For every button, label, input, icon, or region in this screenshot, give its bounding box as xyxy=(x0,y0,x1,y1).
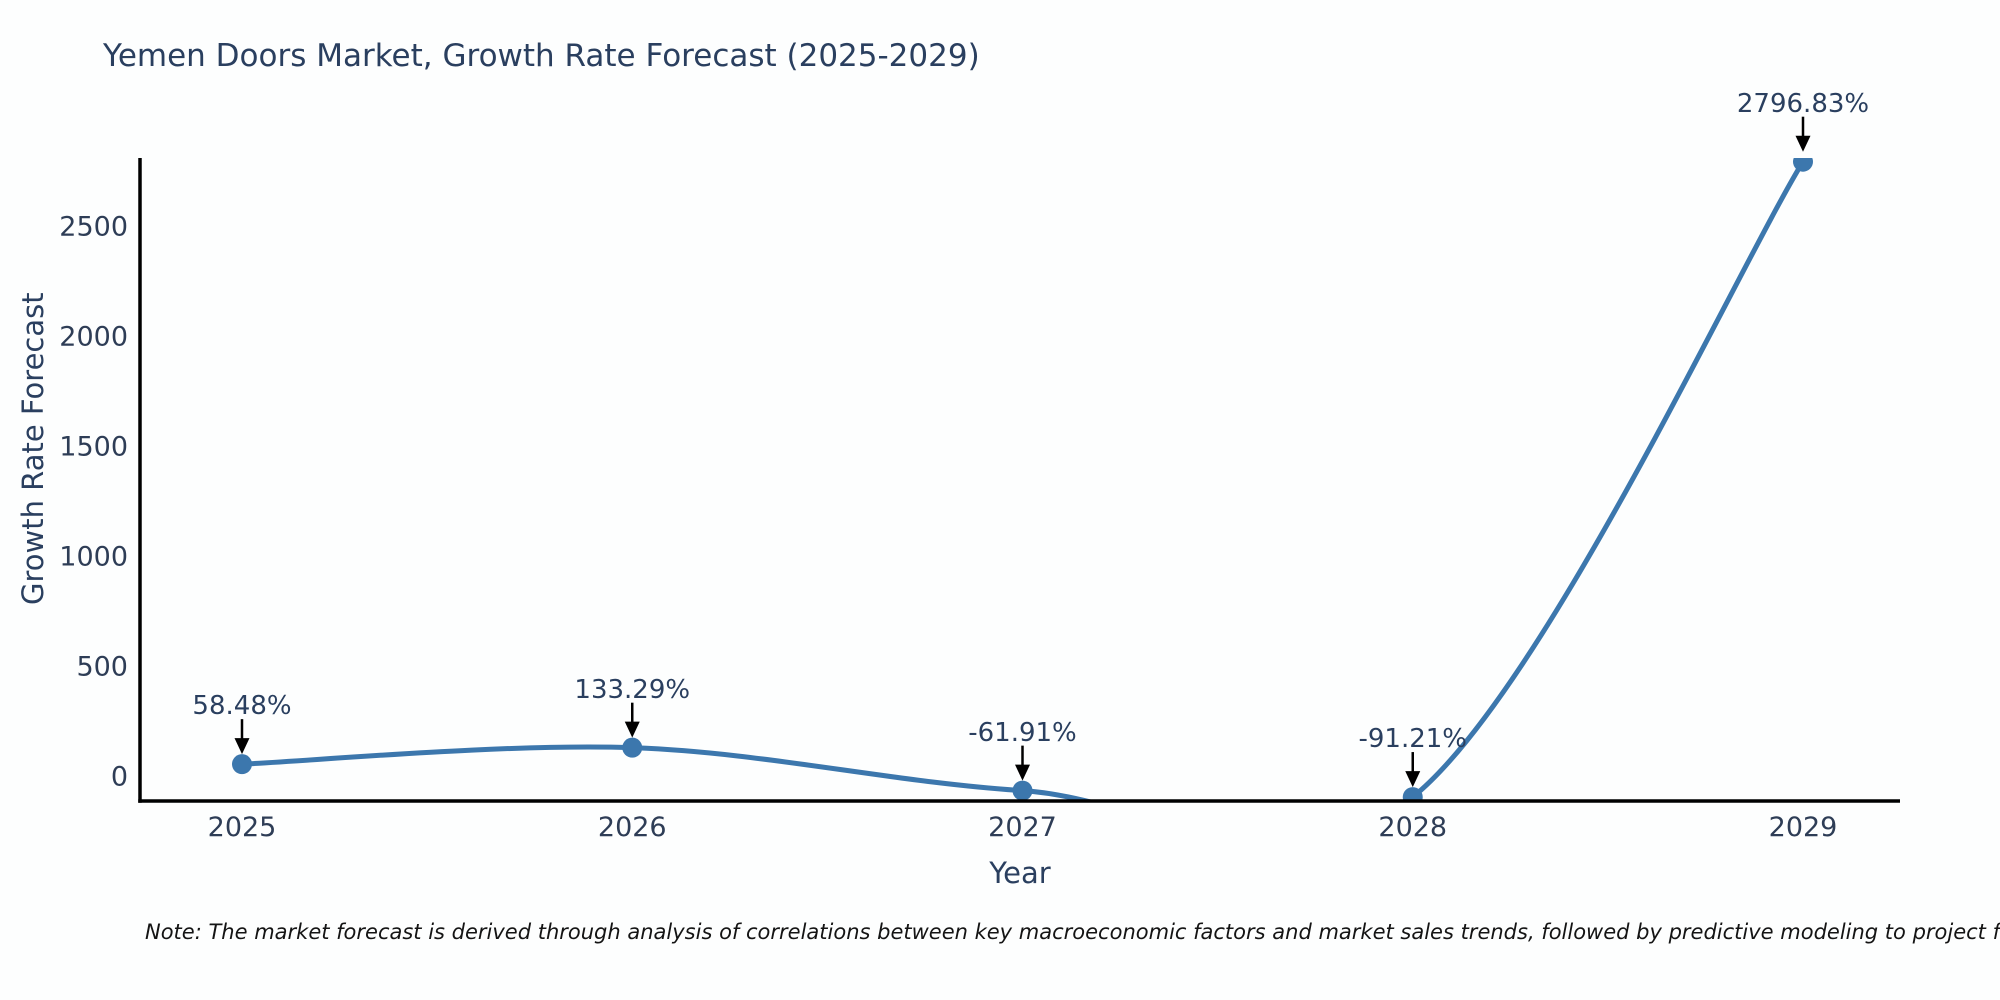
data-point-2026[interactable] xyxy=(622,737,643,758)
footnote: Note: The market forecast is derived thr… xyxy=(145,920,2000,944)
annotation-arrow-2029 xyxy=(1795,116,1811,152)
annotation-label-2028: -91.21% xyxy=(1358,724,1468,755)
y-tick-500: 500 xyxy=(76,651,128,683)
annotation-label-2025: 58.48% xyxy=(192,691,292,722)
data-point-2027[interactable] xyxy=(1012,780,1033,801)
x-tick-2025: 2025 xyxy=(207,812,277,843)
x-axis-title: Year xyxy=(989,856,1051,890)
annotation-arrow-2027 xyxy=(1015,745,1030,781)
y-tick-1000: 1000 xyxy=(59,541,128,573)
y-tick-2000: 2000 xyxy=(59,321,128,353)
data-point-2025[interactable] xyxy=(232,754,252,775)
annotation-label-2026: 133.29% xyxy=(574,674,691,705)
x-tick-2027: 2027 xyxy=(988,812,1057,843)
annotation-arrow-2026 xyxy=(624,702,640,738)
y-tick-2500: 2500 xyxy=(59,211,128,243)
data-point-2029[interactable] xyxy=(1793,152,1813,172)
x-tick-2028: 2028 xyxy=(1378,812,1448,843)
y-tick-1500: 1500 xyxy=(59,431,128,463)
forecast-line xyxy=(239,159,1806,801)
annotation-arrow-2028 xyxy=(1405,752,1421,788)
annotation-label-2027: -61.91% xyxy=(968,717,1077,748)
annotation-label-2029: 2796.83% xyxy=(1736,88,1870,119)
x-tick-2026: 2026 xyxy=(597,812,667,843)
x-tick-2029: 2029 xyxy=(1768,812,1838,843)
data-point-2028[interactable] xyxy=(1402,787,1423,807)
annotation-arrow-2025 xyxy=(234,719,250,755)
y-tick-0: 0 xyxy=(110,761,128,793)
chart-title: Yemen Doors Market, Growth Rate Forecast… xyxy=(103,38,980,74)
